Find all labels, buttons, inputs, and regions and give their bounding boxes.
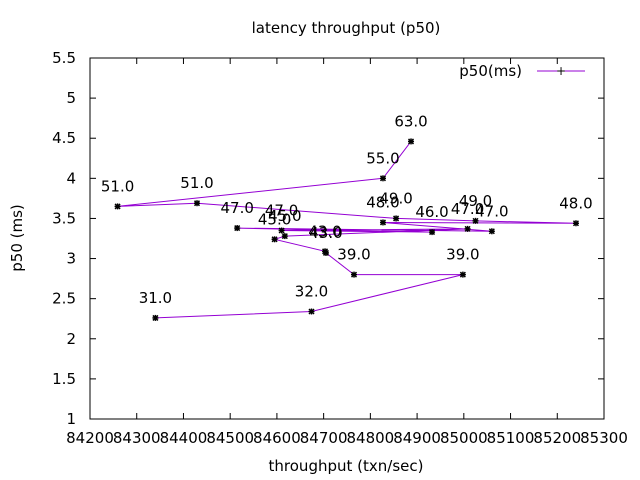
x-tick-label: 84400 <box>160 429 208 447</box>
data-label: 46.0 <box>415 203 448 221</box>
data-point <box>281 233 288 240</box>
data-label: 48.0 <box>559 194 592 212</box>
y-tick-label: 5 <box>66 89 76 107</box>
y-tick-label: 2 <box>66 330 76 348</box>
data-label: 39.0 <box>446 246 479 264</box>
x-tick-label: 85300 <box>580 429 628 447</box>
x-axis-label: throughput (txn/sec) <box>269 457 424 475</box>
data-label: 49.0 <box>379 189 412 207</box>
data-label: 49.0 <box>459 192 492 210</box>
data-label: 43.0 <box>309 224 342 242</box>
data-point <box>407 138 415 145</box>
data-label: 45.0 <box>268 207 301 225</box>
x-tick-label: 85200 <box>533 429 581 447</box>
x-tick-label: 84200 <box>66 429 114 447</box>
data-label: 32.0 <box>295 283 328 301</box>
x-axis: 84200 84300 84400 84500 84600 84700 84800 84900… <box>66 58 628 447</box>
data-label: 55.0 <box>366 149 399 167</box>
data-label: 47.0 <box>265 201 298 219</box>
x-tick-label: 84700 <box>300 429 348 447</box>
y-tick-label: 4 <box>66 169 76 187</box>
x-tick-label: 84300 <box>113 429 161 447</box>
data-label: 47.0 <box>451 200 484 218</box>
data-point <box>429 229 436 236</box>
data-label: 43.0 <box>308 222 341 240</box>
x-tick-label: 85100 <box>487 429 535 447</box>
chart-title: latency throughput (p50) <box>252 19 441 37</box>
data-point <box>152 314 159 321</box>
y-tick-label: 3 <box>66 250 76 268</box>
y-tick-label: 1.5 <box>52 370 76 388</box>
data-label: 47.0 <box>220 199 253 217</box>
x-tick-label: 84800 <box>347 429 395 447</box>
data-point <box>464 225 471 232</box>
y-tick-label: 2.5 <box>52 290 76 308</box>
data-point <box>488 228 495 235</box>
plot-frame <box>89 57 605 420</box>
data-point <box>308 308 315 315</box>
data-point <box>234 225 241 232</box>
data-point <box>278 227 285 234</box>
data-label: 51.0 <box>180 174 213 192</box>
data-point <box>572 220 579 227</box>
data-point <box>193 200 201 207</box>
y-axis-label: p50 (ms) <box>8 204 26 272</box>
data-point <box>350 271 358 278</box>
data-label: 48.0 <box>366 193 399 211</box>
y-tick-label: 4.5 <box>52 129 76 147</box>
data-point <box>459 271 466 278</box>
data-label: 47.0 <box>475 202 508 220</box>
data-label: 51.0 <box>101 177 134 195</box>
data-point <box>322 249 330 256</box>
x-tick-label: 85000 <box>440 429 488 447</box>
data-point <box>393 215 400 222</box>
data-point <box>379 175 387 182</box>
series-p50 <box>114 138 579 321</box>
series-line-p50 <box>117 141 577 319</box>
x-tick-label: 84900 <box>393 429 441 447</box>
y-axis: 1 1.5 2 2.5 3 3.5 4 4.5 5 5.5 <box>52 49 604 428</box>
data-label: 31.0 <box>139 289 172 307</box>
legend-label-p50: p50(ms) <box>459 62 522 80</box>
y-tick-label: 5.5 <box>52 49 76 67</box>
y-tick-label: 1 <box>66 410 76 428</box>
data-label: 45.0 <box>258 210 291 228</box>
data-point <box>271 236 278 243</box>
legend: p50(ms) + <box>459 62 585 80</box>
data-point <box>379 219 387 226</box>
legend-marker-p50: + <box>556 64 566 78</box>
y-tick-label: 3.5 <box>52 209 76 227</box>
data-label: 39.0 <box>337 246 370 264</box>
data-point <box>114 203 121 210</box>
data-labels: 63.055.051.0 51.049.0 49.0 48.048.0 47.047.0… <box>101 112 593 306</box>
data-label: 63.0 <box>394 112 427 130</box>
x-tick-label: 84600 <box>253 429 301 447</box>
x-tick-label: 84500 <box>206 429 254 447</box>
data-point <box>472 217 479 224</box>
